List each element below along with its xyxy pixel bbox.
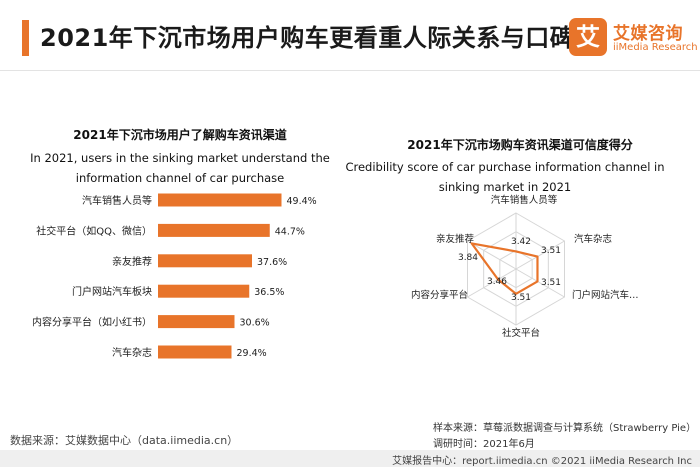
radar-series-line bbox=[470, 242, 539, 295]
bar-value-label: 30.6% bbox=[240, 318, 270, 329]
sample-source-note: 样本来源：草莓派数据调查与计算系统（Strawberry Pie） bbox=[433, 423, 697, 434]
logo-name-en: iiMedia Research bbox=[613, 42, 698, 53]
radar-value-label: 3.51 bbox=[541, 246, 561, 256]
radar-axis-label: 内容分享平台 bbox=[411, 289, 468, 301]
survey-time-note: 调研时间：2021年6月 bbox=[433, 439, 535, 450]
radar-spoke bbox=[467, 268, 517, 298]
bar-value-label: 36.5% bbox=[254, 287, 284, 298]
bar-category-label: 门户网站汽车板块 bbox=[72, 285, 152, 298]
bar bbox=[158, 345, 232, 359]
bar bbox=[158, 284, 250, 298]
radar-spoke bbox=[515, 268, 565, 298]
page-title: 2021年下沉市场用户购车更看重人际关系与口碑 bbox=[40, 24, 575, 52]
radar-axis-label: 汽车销售人员等 bbox=[491, 194, 558, 206]
bar-category-label: 汽车销售人员等 bbox=[82, 194, 152, 207]
radar-value-label: 3.51 bbox=[541, 278, 561, 288]
bar-value-label: 37.6% bbox=[257, 257, 287, 268]
radar-value-label: 3.51 bbox=[511, 293, 531, 303]
radar-axis-label: 门户网站汽车… bbox=[572, 289, 639, 301]
radar-spoke bbox=[467, 240, 517, 270]
bar-value-label: 49.4% bbox=[287, 196, 317, 207]
data-source-note: 数据来源：艾媒数据中心（data.iimedia.cn） bbox=[10, 434, 239, 447]
radar-chart-title: 2021年下沉市场购车资讯渠道可信度得分 bbox=[407, 138, 633, 152]
bar bbox=[158, 193, 282, 207]
radar-value-label: 3.84 bbox=[458, 253, 478, 263]
logo-mark-icon: 艾 bbox=[569, 18, 607, 56]
footer-text: 艾媒报告中心：report.iimedia.cn ©2021 iiMedia R… bbox=[392, 456, 692, 467]
bar-category-label: 汽车杂志 bbox=[112, 346, 152, 359]
bar-chart-title: 2021年下沉市场用户了解购车资讯渠道 bbox=[73, 128, 287, 142]
bar bbox=[158, 254, 252, 268]
radar-axis-label: 社交平台 bbox=[502, 327, 540, 339]
bar-category-label: 亲友推荐 bbox=[112, 255, 152, 268]
bar-value-label: 44.7% bbox=[275, 226, 305, 237]
radar-chart-subtitle: Credibility score of car purchase inform… bbox=[345, 160, 665, 194]
bar-value-label: 29.4% bbox=[237, 348, 267, 359]
radar-value-label: 3.42 bbox=[511, 237, 531, 247]
radar-spoke bbox=[515, 240, 565, 270]
bar-category-label: 社交平台（如QQ、微信） bbox=[36, 224, 152, 237]
radar-axis-label: 汽车杂志 bbox=[574, 233, 612, 245]
bar bbox=[158, 223, 270, 237]
bar-chart: 汽车销售人员等 49.4% 社交平台（如QQ、微信） 44.7% 亲友推荐 37.6% 门户… bbox=[32, 193, 317, 359]
radar-value-label: 3.46 bbox=[487, 277, 507, 287]
header-divider bbox=[0, 70, 700, 71]
footer-bar: 艾媒报告中心：report.iimedia.cn ©2021 iiMedia R… bbox=[0, 450, 700, 467]
iimedia-logo: 艾 艾媒咨询 iiMedia Research bbox=[569, 18, 698, 58]
logo-name-cn: 艾媒咨询 bbox=[613, 24, 683, 44]
radar-axis-label: 亲友推荐 bbox=[436, 233, 475, 245]
bar-chart-subtitle: In 2021, users in the sinking market und… bbox=[30, 151, 330, 185]
radar-chart: 3.42 3.51 3.51 3.51 3.46 3.84 汽车销售人员等汽车杂志门户网站汽… bbox=[411, 194, 639, 339]
bar bbox=[158, 315, 235, 329]
bar-category-label: 内容分享平台（如小红书） bbox=[32, 316, 152, 329]
title-accent-bar bbox=[22, 20, 29, 56]
